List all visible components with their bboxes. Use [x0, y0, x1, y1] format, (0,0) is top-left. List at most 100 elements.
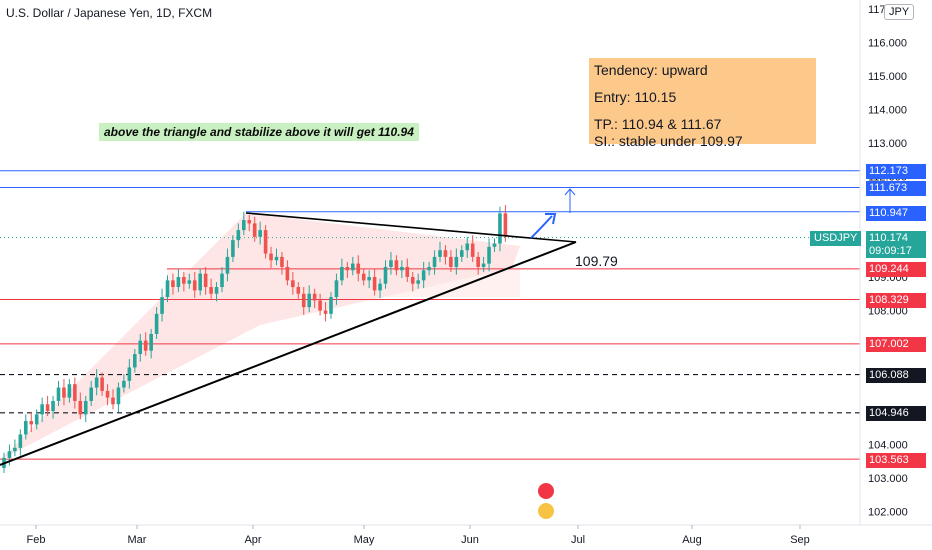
candle-body-24	[133, 354, 137, 368]
candle-body-35	[192, 280, 197, 291]
current-price-value: 110.174	[869, 232, 908, 244]
candle-body-44	[242, 220, 246, 231]
triangle-shading	[0, 213, 520, 460]
y-tick-label-1: 103.000	[868, 473, 908, 485]
candle-body-48	[263, 230, 268, 254]
level-tag-104946[interactable]: 104.946	[866, 406, 926, 421]
candle-body-3	[18, 434, 23, 448]
candle-body-6	[34, 414, 39, 425]
candle-body-43	[236, 230, 241, 241]
candle-body-4	[24, 421, 28, 435]
candle-body-25	[138, 340, 143, 355]
candle-body-61	[334, 280, 339, 298]
candle-body-9	[51, 400, 55, 411]
candle-body-30	[165, 280, 170, 298]
sl-text: SI.: stable under 109.97	[594, 133, 743, 149]
x-tick-label-7: Sep	[790, 534, 810, 546]
x-tick-label-4: Jun	[461, 534, 479, 546]
candle-body-65	[356, 263, 361, 274]
candle-body-28	[154, 313, 159, 334]
candle-body-81	[443, 250, 448, 257]
level-tag-110947[interactable]: 110.947	[866, 206, 926, 221]
candle-body-91	[498, 213, 502, 244]
triangle-layer	[0, 213, 520, 460]
candle-body-59	[323, 310, 328, 314]
candle-body-8	[45, 404, 50, 411]
candle-body-47	[258, 230, 262, 237]
x-tick-label-1: Mar	[128, 534, 147, 546]
candle-body-42	[231, 240, 235, 257]
drawings-layer[interactable]	[0, 188, 577, 466]
chart-title: U.S. Dollar / Japanese Yen, 1D, FXCM	[6, 6, 213, 20]
x-tick-label-2: Apr	[244, 534, 261, 546]
candle-body-20	[111, 397, 115, 405]
candle-body-49	[269, 253, 273, 261]
candle-body-23	[127, 367, 132, 381]
level-tag-103563[interactable]: 103.563	[866, 453, 926, 468]
annotation-banner[interactable]: above the triangle and stabilize above i…	[99, 123, 419, 141]
candle-body-7	[40, 404, 44, 415]
candle-body-18	[100, 377, 104, 391]
candle-body-39	[214, 287, 219, 294]
candle-body-31	[171, 280, 175, 288]
candle-body-1	[7, 451, 12, 458]
y-tick-label-13: 115.000	[868, 71, 907, 83]
candle-body-17	[94, 377, 99, 388]
candle-body-57	[312, 293, 317, 301]
candle-body-76	[416, 280, 420, 284]
candle-body-90	[492, 243, 497, 247]
candle-body-11	[62, 387, 66, 398]
event-flag-icon	[538, 503, 554, 519]
y-tick-label-2: 104.000	[868, 440, 908, 452]
candle-body-14	[78, 400, 83, 415]
candle-body-55	[301, 293, 306, 308]
tp-text: TP.: 110.94 & 111.67	[594, 116, 722, 132]
candle-body-68	[372, 277, 377, 291]
level-tag-111673[interactable]: 111.673	[866, 181, 926, 196]
candle-body-80	[438, 250, 442, 257]
candle-body-85	[465, 243, 470, 251]
candle-body-73	[400, 266, 404, 271]
candle-body-60	[329, 297, 333, 314]
candle-body-69	[378, 283, 382, 291]
candle-body-70	[383, 266, 388, 284]
candles-layer[interactable]	[2, 204, 508, 473]
candle-body-13	[73, 384, 77, 401]
level-tag-112173[interactable]: 112.173	[866, 164, 926, 179]
symbol-tag[interactable]: USDJPY	[810, 231, 862, 246]
candle-body-29	[160, 297, 164, 314]
level-tag-106088[interactable]: 106.088	[866, 368, 926, 383]
y-tick-label-0: 102.000	[868, 507, 908, 519]
x-tick-label-5: Jul	[571, 534, 585, 546]
candle-body-12	[67, 384, 72, 398]
levels-layer	[0, 170, 860, 460]
candle-body-50	[274, 256, 279, 261]
candle-body-36	[198, 273, 202, 291]
currency-badge[interactable]: JPY	[884, 4, 915, 20]
candle-body-10	[56, 387, 61, 401]
candle-body-67	[367, 277, 371, 281]
level-tag-109244[interactable]: 109.244	[866, 262, 926, 277]
candle-body-72	[394, 260, 399, 271]
countdown-value: 09:09:17	[869, 245, 912, 257]
candle-body-89	[487, 246, 491, 264]
candle-body-16	[89, 387, 93, 401]
breakout-label: 109.79	[575, 253, 618, 269]
candle-body-82	[449, 256, 453, 267]
candle-body-2	[13, 447, 17, 452]
y-tick-label-11: 113.000	[868, 138, 907, 150]
current-price-tag[interactable]: 110.174 09:09:17	[866, 231, 926, 258]
candle-body-74	[405, 266, 410, 277]
candle-body-40	[220, 273, 224, 288]
candle-body-22	[122, 380, 126, 388]
level-tag-108329[interactable]: 108.329	[866, 293, 926, 308]
candle-body-56	[307, 293, 311, 308]
candle-body-58	[318, 300, 322, 311]
candle-body-78	[427, 266, 431, 271]
candle-body-19	[105, 390, 110, 398]
candle-body-66	[361, 273, 366, 281]
candle-body-54	[296, 287, 301, 294]
candle-body-84	[460, 250, 464, 257]
info-box[interactable]: Tendency: upward Entry: 110.15 TP.: 110.…	[589, 58, 816, 149]
level-tag-107002[interactable]: 107.002	[866, 337, 926, 352]
